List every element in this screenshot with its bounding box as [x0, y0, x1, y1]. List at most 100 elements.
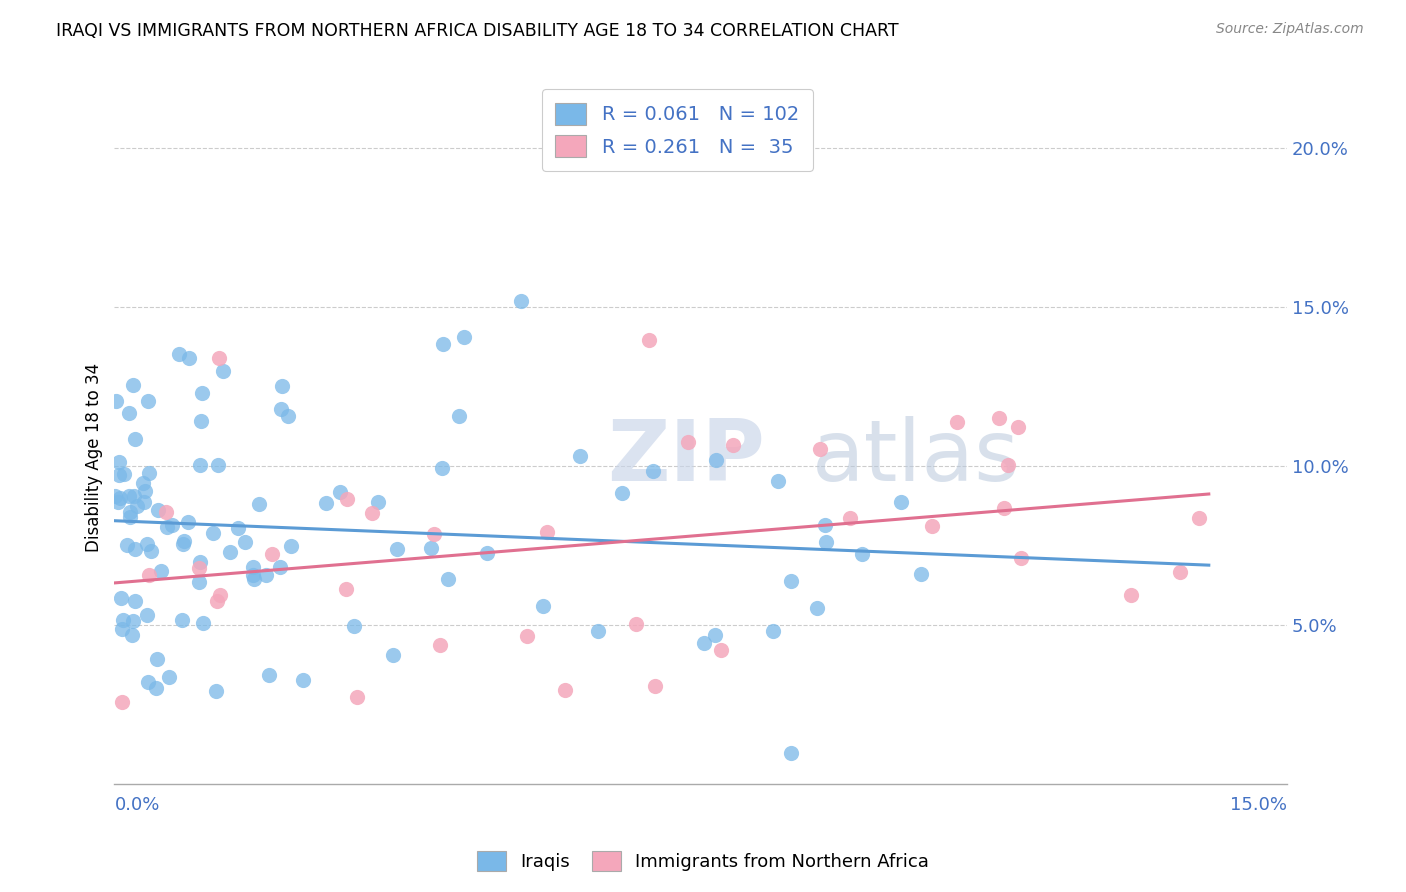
Point — [122, 489, 145, 503]
Point — [1119, 588, 1142, 602]
Point — [242, 559, 264, 574]
Point — [536, 525, 558, 540]
Point — [149, 565, 172, 579]
Point — [134, 483, 156, 498]
Point — [890, 494, 912, 508]
Point — [177, 515, 200, 529]
Point — [132, 495, 155, 509]
Point — [839, 511, 862, 525]
Point — [1010, 551, 1032, 566]
Point — [437, 572, 460, 586]
Point — [155, 505, 177, 519]
Point — [710, 642, 733, 657]
Point — [851, 547, 873, 561]
Point — [814, 535, 837, 549]
Point — [131, 475, 153, 490]
Point — [703, 628, 725, 642]
Point — [429, 638, 451, 652]
Point — [624, 617, 647, 632]
Point — [637, 333, 659, 347]
Text: IRAQI VS IMMIGRANTS FROM NORTHERN AFRICA DISABILITY AGE 18 TO 34 CORRELATION CHA: IRAQI VS IMMIGRANTS FROM NORTHERN AFRICA… — [56, 22, 898, 40]
Point — [910, 566, 932, 581]
Point — [108, 467, 131, 482]
Point — [921, 518, 943, 533]
Point — [188, 458, 211, 472]
Point — [173, 533, 195, 548]
Point — [146, 651, 169, 665]
Point — [124, 594, 146, 608]
Text: ZIP: ZIP — [607, 417, 765, 500]
Point — [124, 542, 146, 557]
Point — [419, 541, 441, 555]
Point — [260, 547, 283, 561]
Point — [104, 489, 127, 503]
Point — [360, 506, 382, 520]
Point — [610, 486, 633, 500]
Point — [423, 527, 446, 541]
Point — [117, 489, 139, 503]
Point — [124, 432, 146, 446]
Point — [271, 379, 294, 393]
Point — [172, 613, 194, 627]
Point — [111, 622, 134, 636]
Point — [1007, 420, 1029, 434]
Point — [112, 467, 135, 482]
Point — [569, 449, 592, 463]
Point — [141, 544, 163, 558]
Point — [814, 517, 837, 532]
Point — [138, 467, 160, 481]
Point — [207, 458, 229, 472]
Point — [211, 364, 233, 378]
Point — [315, 496, 337, 510]
Legend: Iraqis, Immigrants from Northern Africa: Iraqis, Immigrants from Northern Africa — [470, 844, 936, 879]
Point — [188, 555, 211, 569]
Point — [346, 690, 368, 704]
Point — [202, 526, 225, 541]
Point — [693, 636, 716, 650]
Point — [643, 464, 665, 478]
Point — [107, 495, 129, 509]
Point — [533, 599, 555, 614]
Point — [115, 538, 138, 552]
Point — [1187, 510, 1209, 524]
Point — [808, 442, 831, 456]
Point — [449, 409, 471, 423]
Point — [510, 293, 533, 308]
Point — [382, 648, 405, 662]
Point — [432, 337, 454, 351]
Text: 0.0%: 0.0% — [114, 796, 160, 814]
Point — [157, 670, 180, 684]
Point — [138, 394, 160, 409]
Point — [122, 378, 145, 392]
Point — [247, 497, 270, 511]
Point — [254, 567, 277, 582]
Point — [219, 545, 242, 559]
Point — [453, 330, 475, 344]
Point — [270, 402, 292, 417]
Point — [233, 534, 256, 549]
Point — [209, 589, 232, 603]
Point — [121, 628, 143, 642]
Point — [187, 575, 209, 590]
Point — [108, 491, 131, 505]
Point — [172, 537, 194, 551]
Point — [148, 502, 170, 516]
Point — [205, 594, 228, 608]
Point — [704, 452, 727, 467]
Point — [259, 668, 281, 682]
Point — [188, 561, 211, 575]
Point — [678, 434, 700, 449]
Point — [138, 674, 160, 689]
Point — [205, 683, 228, 698]
Point — [193, 616, 215, 631]
Point — [120, 506, 142, 520]
Point — [336, 492, 359, 507]
Point — [723, 438, 745, 452]
Point — [780, 574, 803, 589]
Point — [277, 409, 299, 423]
Point — [1168, 565, 1191, 579]
Point — [242, 567, 264, 582]
Point — [475, 546, 498, 560]
Point — [167, 347, 190, 361]
Point — [329, 485, 352, 500]
